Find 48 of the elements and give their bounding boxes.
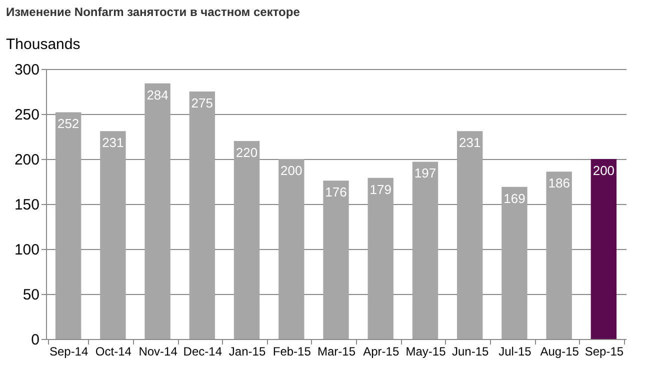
data-label: 231 [458,135,481,150]
x-tick-label: Aug-15 [540,344,580,358]
data-label: 275 [191,96,214,110]
data-label: 169 [504,190,526,206]
x-tick-label: Sep-15 [584,344,624,358]
data-label: 179 [370,182,392,197]
data-label: 176 [325,184,347,200]
x-tick-label: Dec-14 [183,344,222,358]
bar [100,131,126,339]
bar [278,159,304,339]
x-tick-label: Oct-14 [95,344,132,358]
bar [546,172,572,339]
data-label: 197 [414,166,436,181]
bar [323,180,349,339]
x-tick-label: Jun-15 [452,344,490,358]
data-label: 200 [592,163,615,178]
bar [368,178,394,339]
x-tick-label: Jul-15 [498,344,532,358]
bar [55,112,82,339]
bar [144,83,170,339]
x-tick-label: Mar-15 [317,344,356,358]
x-tick-label: Nov-14 [138,344,178,358]
y-tick-label: 100 [14,242,40,258]
y-tick-label: 0 [31,332,40,348]
x-tick-label: Jan-15 [228,344,266,358]
y-tick-label: 50 [22,286,40,304]
data-label: 186 [548,176,570,191]
x-tick-label: Apr-15 [363,344,400,358]
x-tick-label: May-15 [406,344,446,358]
x-tick-label: Sep-14 [49,344,88,358]
bar [189,92,216,339]
bar [590,159,617,339]
data-label: 220 [236,145,258,160]
data-label: 252 [57,116,80,132]
y-tick-label: 200 [14,152,40,168]
y-tick-label: 250 [14,106,40,124]
chart-title: Изменение Nonfarm занятости в частном секторе [6,5,300,19]
bar [412,162,438,339]
bar [234,141,260,339]
y-tick-label: 300 [14,62,40,78]
x-tick-label: Feb-15 [272,344,312,358]
data-label: 284 [146,87,168,102]
y-axis-title: Thousands [6,36,80,53]
data-label: 200 [280,163,302,178]
y-tick-label: 150 [14,196,40,214]
bar [502,186,528,339]
bar [456,131,483,339]
data-label: 231 [102,135,124,150]
